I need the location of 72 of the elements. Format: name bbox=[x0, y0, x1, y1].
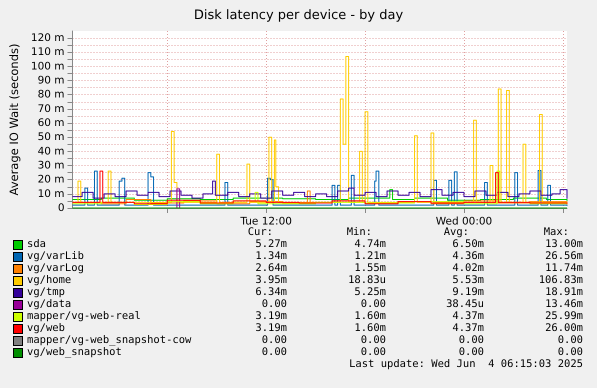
text: 106.83m bbox=[538, 274, 583, 286]
text: 0.00 bbox=[262, 334, 287, 346]
chart-title: Disk latency per device - by day bbox=[194, 8, 404, 23]
text: 0.00 bbox=[360, 346, 386, 358]
y-tick-label: 120 m bbox=[30, 32, 65, 44]
text: 1.60m bbox=[354, 310, 386, 322]
text: 26.00m bbox=[545, 322, 583, 334]
text: 5.27m bbox=[255, 238, 287, 250]
y-tick-label: 110 m bbox=[30, 46, 65, 58]
y-tick-label: 40 m bbox=[38, 145, 65, 158]
y-tick-label: 0 bbox=[58, 202, 65, 214]
x-tick-label: Tue 12:00 bbox=[239, 216, 292, 228]
legend-label: vg/varLog bbox=[27, 262, 84, 274]
legend-label: vg/data bbox=[27, 298, 72, 310]
y-tick-label: 60 m bbox=[38, 117, 65, 130]
text: 0.00 bbox=[558, 334, 583, 346]
text: 18.91m bbox=[545, 286, 583, 298]
text: Min: bbox=[346, 226, 372, 238]
text: 25.99m bbox=[545, 310, 583, 322]
text: 3.95m bbox=[255, 274, 287, 286]
text: Max: bbox=[544, 226, 569, 238]
text: 4.02m bbox=[452, 262, 484, 274]
text: 26.56m bbox=[545, 250, 583, 262]
text: 1.34m bbox=[255, 250, 287, 262]
y-tick-label: 70 m bbox=[38, 102, 65, 115]
text: 5.25m bbox=[354, 286, 386, 298]
text: 3.19m bbox=[255, 322, 287, 334]
y-axis-title: Average IO Wait (seconds) bbox=[7, 44, 21, 196]
text: 0.00 bbox=[458, 346, 484, 358]
text: 0.00 bbox=[262, 298, 287, 310]
text: Last update: Wed Jun 4 06:15:03 2025 bbox=[349, 358, 583, 370]
text: 1.55m bbox=[354, 262, 386, 274]
y-tick-label: 80 m bbox=[38, 88, 65, 101]
text: 0.00 bbox=[360, 298, 386, 310]
text: 1.21m bbox=[354, 250, 386, 262]
legend-label: vg/varLib bbox=[27, 250, 84, 262]
text: 6.50m bbox=[452, 238, 484, 250]
legend-label: vg/home bbox=[27, 274, 72, 286]
legend-label: sda bbox=[27, 238, 46, 250]
text: 9.19m bbox=[452, 286, 484, 298]
text: 2.64m bbox=[255, 262, 287, 274]
text: 3.19m bbox=[255, 310, 287, 322]
y-tick-label: 30 m bbox=[38, 160, 65, 172]
text: Avg: bbox=[444, 226, 469, 238]
text: 5.53m bbox=[452, 274, 484, 286]
text: 0.00 bbox=[458, 334, 484, 346]
text: 38.45u bbox=[446, 298, 484, 310]
legend-label: vg/web bbox=[27, 322, 65, 334]
text: 11.74m bbox=[545, 262, 583, 274]
y-tick-label: 20 m bbox=[38, 174, 65, 186]
text: 1.60m bbox=[354, 322, 386, 334]
text: 6.34m bbox=[255, 286, 287, 298]
legend-label: mapper/vg-web_snapshot-cow bbox=[27, 334, 192, 346]
text: Cur: bbox=[248, 226, 273, 238]
legend-label: mapper/vg-web-real bbox=[27, 310, 141, 322]
text: 4.36m bbox=[452, 250, 484, 262]
text: 4.37m bbox=[452, 310, 484, 322]
y-tick-label: 100 m bbox=[30, 60, 65, 72]
text: 4.74m bbox=[354, 238, 386, 250]
legend-label: vg/tmp bbox=[27, 286, 65, 298]
y-tick-label: 10 m bbox=[38, 188, 65, 200]
text: 18.83u bbox=[348, 274, 386, 286]
text: 13.00m bbox=[545, 238, 583, 250]
text: 0.00 bbox=[558, 346, 583, 358]
x-tick-label: Wed 00:00 bbox=[436, 216, 492, 228]
text: 0.00 bbox=[360, 334, 386, 346]
text: 4.37m bbox=[452, 322, 484, 334]
y-tick-label: 50 m bbox=[38, 131, 65, 144]
text: 0.00 bbox=[262, 346, 287, 358]
text: 13.46m bbox=[545, 298, 583, 310]
legend-label: vg/web_snapshot bbox=[27, 346, 122, 358]
y-tick-label: 90 m bbox=[38, 74, 65, 87]
